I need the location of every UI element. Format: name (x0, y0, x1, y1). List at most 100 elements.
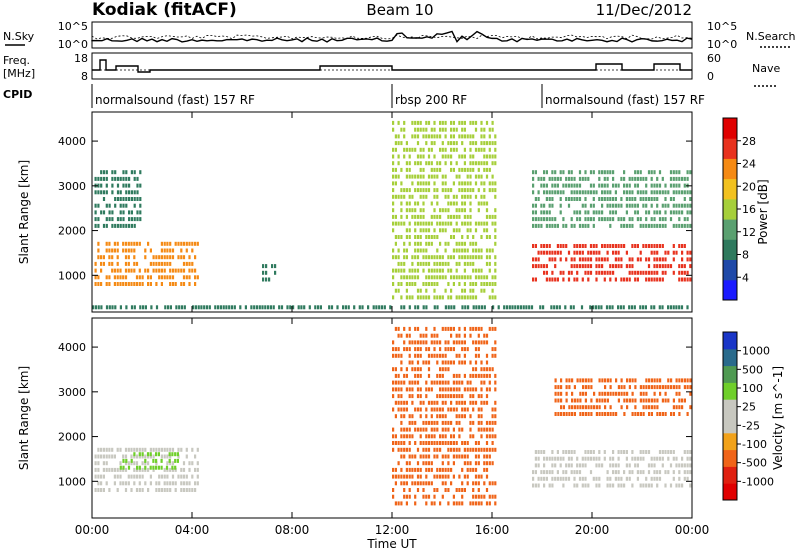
heatmap-cell (466, 454, 469, 459)
heatmap-cell (441, 268, 444, 273)
heatmap-cell (400, 167, 403, 172)
heatmap-cell (562, 476, 565, 481)
nsky-label: N.Sky (3, 30, 35, 43)
heatmap-cell (139, 305, 142, 310)
heatmap-cell (573, 223, 576, 228)
heatmap-cell (450, 214, 453, 219)
heatmap-cell (568, 412, 571, 416)
heatmap-cell (171, 461, 175, 466)
heatmap-cell (686, 270, 689, 275)
heatmap-cell (567, 277, 571, 282)
heatmap-cell (441, 295, 444, 300)
heatmap-cell (564, 305, 567, 310)
heatmap-cell (400, 305, 403, 310)
heatmap-cell (650, 217, 653, 222)
colorbar-tick-label: 20 (742, 180, 756, 193)
heatmap-cell (689, 450, 692, 454)
heatmap-cell (606, 203, 609, 208)
heatmap-cell (463, 353, 466, 358)
heatmap-cell (122, 454, 125, 459)
heatmap-cell (397, 501, 400, 506)
heatmap-cell (488, 235, 491, 239)
heatmap-cell (397, 373, 400, 378)
heatmap-cell (466, 261, 469, 266)
heatmap-cell (400, 441, 403, 445)
heatmap-cell (447, 282, 450, 286)
heatmap-cell (628, 223, 631, 228)
heatmap-cell (174, 452, 177, 457)
heatmap-cell (425, 228, 428, 233)
heatmap-cell (647, 210, 651, 215)
heatmap-cell (100, 481, 103, 486)
heatmap-cell (447, 360, 450, 365)
heatmap-cell (425, 461, 428, 466)
heatmap-cell (658, 257, 662, 262)
heatmap-cell (628, 305, 631, 310)
heatmap-cell (540, 203, 543, 208)
heatmap-cell (686, 257, 689, 262)
heatmap-cell (656, 210, 659, 215)
heatmap-cell (672, 456, 675, 461)
heatmap-cell (171, 467, 175, 472)
heatmap-cell (463, 154, 466, 159)
heatmap-cell (394, 414, 397, 419)
heatmap-cell (606, 176, 609, 181)
heatmap-cell (433, 228, 436, 233)
colorbar-swatch (723, 239, 737, 260)
heatmap-cell (537, 217, 540, 222)
heatmap-cell (642, 190, 645, 195)
heatmap-cell (565, 257, 568, 262)
heatmap-cell (576, 197, 579, 201)
heatmap-cell (411, 275, 414, 280)
heatmap-cell (612, 463, 615, 468)
heatmap-cell (433, 494, 436, 499)
heatmap-cell (634, 210, 637, 215)
heatmap-cell (488, 481, 491, 486)
heatmap-cell (433, 427, 436, 432)
heatmap-cell (461, 194, 464, 199)
heatmap-cell (488, 261, 491, 266)
heatmap-cell (182, 467, 186, 472)
heatmap-cell (166, 454, 169, 459)
heatmap-cell (540, 264, 543, 269)
colorbar-tick-label: 24 (742, 158, 756, 171)
heatmap-cell (441, 228, 444, 233)
heatmap-cell (463, 241, 466, 246)
heatmap-cell (620, 483, 623, 488)
heatmap-cell (645, 210, 648, 215)
heatmap-cell (614, 244, 617, 248)
heatmap-cell (422, 360, 425, 365)
heatmap-cell (678, 223, 681, 228)
heatmap-cell (455, 241, 458, 246)
heatmap-cell (683, 470, 686, 475)
heatmap-cell (414, 454, 417, 459)
heatmap-cell (514, 305, 517, 310)
heatmap-cell (603, 197, 606, 201)
heatmap-cell (116, 183, 120, 188)
heatmap-cell (416, 241, 420, 246)
heatmap-cell (661, 217, 664, 222)
beam-label: Beam 10 (366, 1, 433, 19)
heatmap-cell (480, 235, 483, 239)
heatmap-cell (436, 194, 439, 199)
heatmap-cell (441, 467, 444, 472)
heatmap-cell (461, 454, 464, 459)
heatmap-cell (628, 190, 631, 195)
heatmap-cell (108, 275, 111, 280)
heatmap-cell (609, 190, 612, 195)
heatmap-cell (262, 277, 265, 282)
heatmap-cell (565, 470, 568, 475)
heatmap-cell (543, 244, 546, 248)
heatmap-cell (689, 257, 692, 262)
heatmap-cell (111, 223, 114, 228)
heatmap-cell (461, 305, 464, 310)
heatmap-cell (450, 394, 453, 399)
heatmap-cell (450, 167, 453, 172)
heatmap-cell (485, 167, 489, 172)
heatmap-cell (472, 326, 475, 331)
heatmap-cell (127, 248, 130, 253)
heatmap-cell (439, 295, 442, 300)
heatmap-cell (160, 248, 163, 253)
